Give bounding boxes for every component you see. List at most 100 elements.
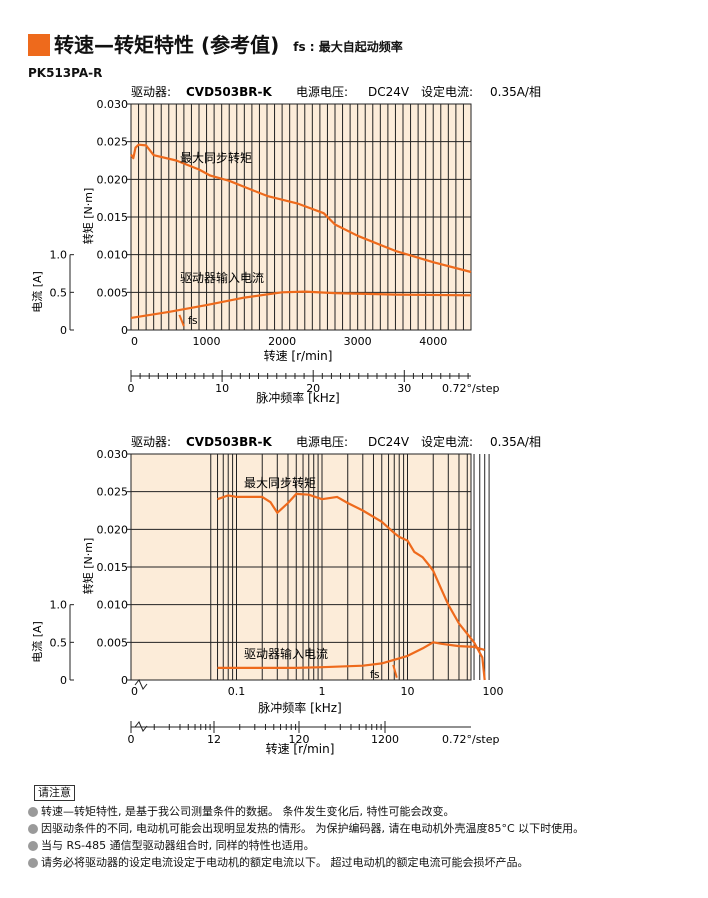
x-tick-label: 0 xyxy=(131,685,138,698)
y-tick-label: 0.005 xyxy=(97,636,129,649)
fs-marker xyxy=(392,664,398,678)
x-tick-label: 3000 xyxy=(344,335,372,348)
y-tick-label: 0.025 xyxy=(97,486,129,499)
series-label-torque: 最大同步转矩 xyxy=(244,475,316,490)
x-axis-label: 转速 [r/min] xyxy=(264,348,333,363)
x-tick-label: 1 xyxy=(319,685,326,698)
x-tick-labels: 0 0.1 1 10 100 xyxy=(131,679,504,698)
y-tick-label: 0.020 xyxy=(97,523,129,536)
torque-curve xyxy=(130,143,472,274)
y-tick-labels: 0 0.005 0.010 0.015 0.020 0.025 0.030 xyxy=(97,448,131,687)
x-axis-label: 脉冲频率 [kHz] xyxy=(258,700,341,715)
bullet-icon xyxy=(28,857,38,868)
secondary-tick-label: 0 xyxy=(128,733,135,746)
y2-axis-label: 电流 [A] xyxy=(30,271,44,313)
note-item: 因驱动条件的不同, 电动机可能会出现明显发热的情形。 为保护编码器, 请在电动机… xyxy=(28,820,584,837)
y2-axis-label: 电流 [A] xyxy=(30,621,44,663)
y-tick-label: 0 xyxy=(121,674,128,687)
notes-title: 请注意 xyxy=(34,785,75,801)
torque-curve xyxy=(217,492,486,681)
fs-label: fs xyxy=(188,314,198,327)
x-tick-label: 0.1 xyxy=(228,685,246,698)
notes-section: 请注意 转速—转矩特性, 是基于我公司测量条件的数据。 条件发生变化后, 特性可… xyxy=(28,784,584,871)
y-tick-label: 0.030 xyxy=(97,98,129,111)
x-tick-label: 10 xyxy=(401,685,415,698)
current-axis: 0 0.5 1.0 xyxy=(50,599,74,687)
current-label: 设定电流: xyxy=(421,84,473,99)
model-name: PK513PA-R xyxy=(28,66,103,80)
page-header: 转速—转矩特性 (参考值) fs : 最大自起动频率 xyxy=(28,30,403,56)
current-value: 0.35A/相 xyxy=(490,435,541,449)
current-label: 设定电流: xyxy=(421,434,473,449)
secondary-tick-label: 1200 xyxy=(371,733,399,746)
x-tick-label: 4000 xyxy=(419,335,447,348)
secondary-axis-label: 转速 [r/min] xyxy=(266,741,335,756)
y-tick-label: 0.030 xyxy=(97,448,129,461)
y-axis-label: 转矩 [N·m] xyxy=(81,538,95,595)
bullet-icon xyxy=(28,823,38,834)
note-text: 当与 RS-485 通信型驱动器组合时, 同样的特性也适用。 xyxy=(41,839,315,852)
bullet-icon xyxy=(28,806,38,817)
note-text: 请务必将驱动器的设定电流设定于电动机的额定电流以下。 超过电动机的额定电流可能会… xyxy=(41,856,529,869)
axis-break-mark xyxy=(134,679,148,690)
notes-list: 转速—转矩特性, 是基于我公司测量条件的数据。 条件发生变化后, 特性可能会改变… xyxy=(28,803,584,871)
x-tick-labels: 0 1000 2000 3000 4000 xyxy=(131,335,447,348)
y-tick-label: 0.025 xyxy=(97,136,129,149)
series-lines xyxy=(217,492,486,681)
y2-tick-label: 0.5 xyxy=(50,636,68,649)
y-tick-label: 0 xyxy=(121,324,128,337)
note-text: 因驱动条件的不同, 电动机可能会出现明显发热的情形。 为保护编码器, 请在电动机… xyxy=(41,822,585,835)
orange-square-icon xyxy=(28,34,50,56)
y2-tick-label: 0.5 xyxy=(50,286,68,299)
fs-marker xyxy=(178,314,185,327)
current-curve xyxy=(130,290,472,319)
fs-label: fs xyxy=(370,668,380,681)
note-item: 转速—转矩特性, 是基于我公司测量条件的数据。 条件发生变化后, 特性可能会改变… xyxy=(28,803,584,820)
secondary-tick-label: 12 xyxy=(207,733,221,746)
x-tick-label: 1000 xyxy=(193,335,221,348)
y-tick-label: 0.005 xyxy=(97,286,129,299)
y-tick-label: 0.015 xyxy=(97,211,129,224)
driver-value: CVD503BR-K xyxy=(186,85,272,99)
series-label-torque: 最大同步转矩 xyxy=(180,150,252,165)
driver-value: CVD503BR-K xyxy=(186,435,272,449)
note-item: 请务必将驱动器的设定电流设定于电动机的额定电流以下。 超过电动机的额定电流可能会… xyxy=(28,854,584,871)
secondary-tick-label: 10 xyxy=(215,382,229,395)
x-tick-label: 2000 xyxy=(268,335,296,348)
page-title: 转速—转矩特性 (参考值) xyxy=(54,33,280,57)
voltage-value: DC24V xyxy=(368,435,410,449)
series-label-current: 驱动器输入电流 xyxy=(180,270,264,285)
voltage-label: 电源电压: xyxy=(296,435,348,449)
page-subtitle: fs : 最大自起动频率 xyxy=(293,40,403,54)
rotation-speed-axis: 0 12 120 1200 0.72°/step xyxy=(128,721,500,746)
y-axis-label: 转矩 [N·m] xyxy=(81,188,95,245)
y-tick-labels: 0 0.005 0.010 0.015 0.020 0.025 0.030 xyxy=(97,98,131,337)
y-tick-label: 0.020 xyxy=(97,173,129,186)
secondary-tick-label: 0.72°/step xyxy=(442,382,500,395)
torque-frequency-chart: 驱动器: CVD503BR-K 电源电压: DC24V 设定电流: 0.35A/… xyxy=(30,434,541,756)
voltage-label: 电源电压: xyxy=(296,85,348,99)
note-item: 当与 RS-485 通信型驱动器组合时, 同样的特性也适用。 xyxy=(28,837,584,854)
x-tick-label: 0 xyxy=(131,335,138,348)
note-text: 转速—转矩特性, 是基于我公司测量条件的数据。 条件发生变化后, 特性可能会改变… xyxy=(41,805,455,818)
driver-label: 驱动器: xyxy=(131,85,171,99)
bullet-icon xyxy=(28,840,38,851)
y-tick-label: 0.010 xyxy=(97,249,129,262)
y-tick-label: 0.015 xyxy=(97,561,129,574)
current-axis: 0 0.5 1.0 xyxy=(50,249,74,337)
torque-speed-chart: 驱动器: CVD503BR-K 电源电压: DC24V 设定电流: 0.35A/… xyxy=(30,84,541,405)
secondary-tick-label: 120 xyxy=(289,733,310,746)
axis-break-mark xyxy=(134,721,148,732)
y2-tick-label: 0 xyxy=(60,674,67,687)
secondary-axis-label: 脉冲频率 [kHz] xyxy=(256,390,339,405)
secondary-tick-label: 0 xyxy=(128,382,135,395)
secondary-tick-label: 0.72°/step xyxy=(442,733,500,746)
y-tick-label: 0.010 xyxy=(97,599,129,612)
current-curve xyxy=(217,641,485,669)
secondary-tick-label: 30 xyxy=(397,382,411,395)
x-tick-label: 100 xyxy=(483,685,504,698)
y2-tick-label: 1.0 xyxy=(50,249,68,262)
y2-tick-label: 1.0 xyxy=(50,599,68,612)
y2-tick-label: 0 xyxy=(60,324,67,337)
driver-label: 驱动器: xyxy=(131,435,171,449)
